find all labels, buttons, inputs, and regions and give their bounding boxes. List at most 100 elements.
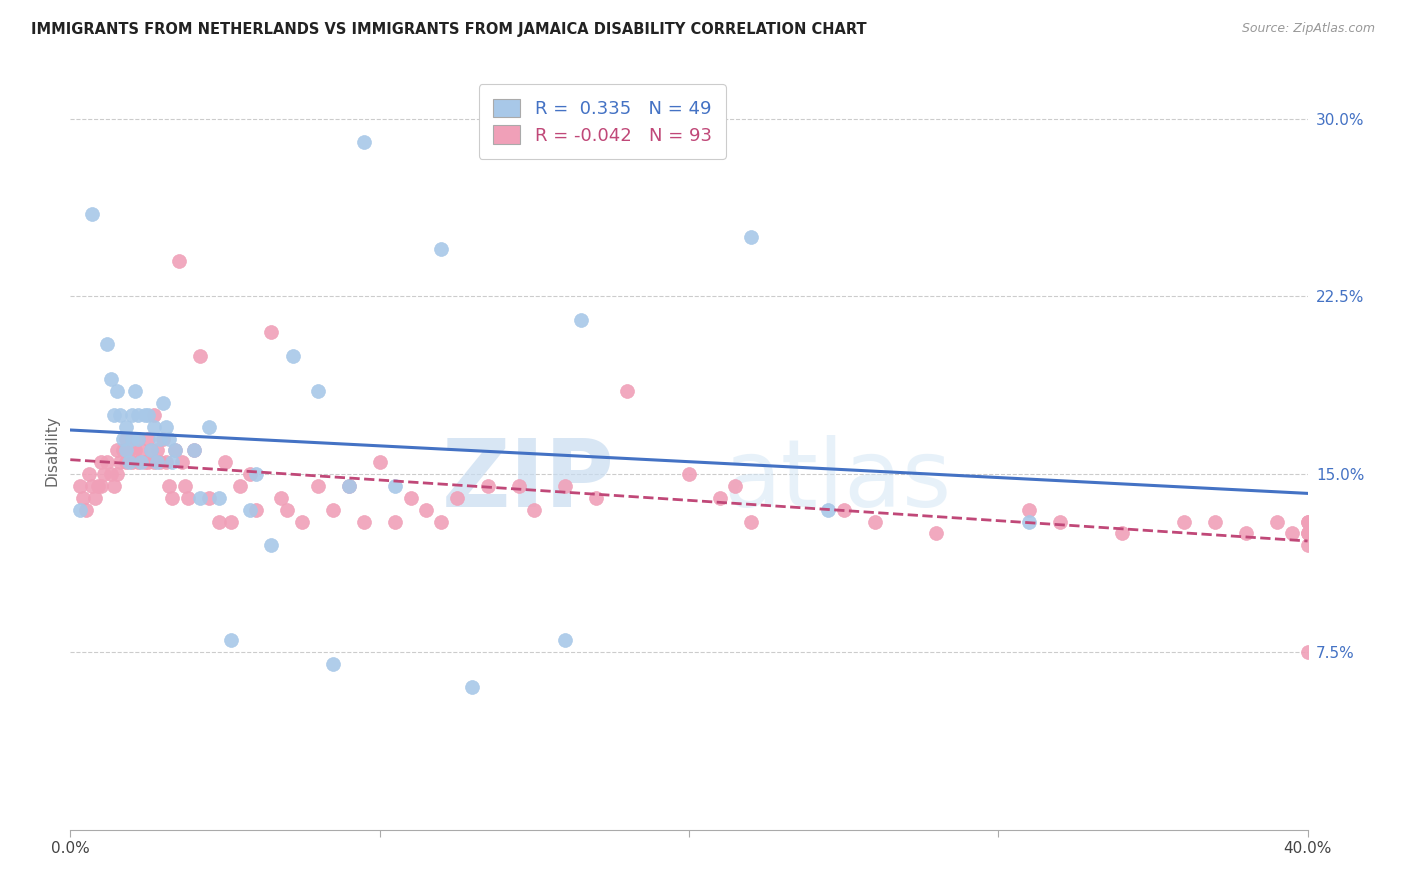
Point bbox=[115, 419, 138, 434]
Point bbox=[554, 633, 576, 648]
Point bbox=[103, 408, 125, 422]
Point bbox=[152, 432, 174, 446]
Point bbox=[80, 479, 103, 493]
Point bbox=[165, 443, 187, 458]
Point bbox=[198, 491, 221, 505]
Point bbox=[183, 443, 205, 458]
Point bbox=[131, 443, 153, 458]
Text: Source: ZipAtlas.com: Source: ZipAtlas.com bbox=[1241, 22, 1375, 36]
Point bbox=[523, 502, 546, 516]
Point bbox=[136, 432, 159, 446]
Point bbox=[121, 408, 143, 422]
Point bbox=[214, 455, 236, 469]
Point bbox=[322, 657, 344, 671]
Point bbox=[430, 242, 453, 256]
Point bbox=[554, 479, 576, 493]
Point bbox=[146, 443, 169, 458]
Text: ZIP: ZIP bbox=[441, 434, 614, 527]
Point bbox=[1018, 502, 1040, 516]
Point bbox=[105, 384, 128, 399]
Point bbox=[111, 443, 134, 458]
Point bbox=[121, 455, 143, 469]
Y-axis label: Disability: Disability bbox=[44, 415, 59, 486]
Point bbox=[167, 254, 190, 268]
Point bbox=[208, 491, 231, 505]
Point bbox=[96, 336, 118, 351]
Point bbox=[103, 479, 125, 493]
Point bbox=[384, 479, 406, 493]
Point bbox=[121, 432, 143, 446]
Point bbox=[118, 455, 141, 469]
Point bbox=[115, 432, 138, 446]
Point bbox=[1296, 526, 1319, 541]
Point bbox=[219, 633, 242, 648]
Point bbox=[415, 502, 437, 516]
Point bbox=[219, 515, 242, 529]
Point bbox=[136, 455, 159, 469]
Point bbox=[77, 467, 100, 482]
Point bbox=[183, 443, 205, 458]
Point bbox=[87, 479, 110, 493]
Point bbox=[84, 491, 107, 505]
Point bbox=[1234, 526, 1257, 541]
Point bbox=[131, 455, 153, 469]
Point bbox=[430, 515, 453, 529]
Point bbox=[149, 432, 172, 446]
Text: IMMIGRANTS FROM NETHERLANDS VS IMMIGRANTS FROM JAMAICA DISABILITY CORRELATION CH: IMMIGRANTS FROM NETHERLANDS VS IMMIGRANT… bbox=[31, 22, 866, 37]
Point bbox=[724, 479, 747, 493]
Point bbox=[139, 443, 162, 458]
Point bbox=[69, 479, 91, 493]
Point bbox=[149, 455, 172, 469]
Point bbox=[1111, 526, 1133, 541]
Point bbox=[118, 443, 141, 458]
Point bbox=[307, 479, 329, 493]
Point bbox=[1204, 515, 1226, 529]
Point bbox=[127, 408, 149, 422]
Point bbox=[208, 515, 231, 529]
Point bbox=[678, 467, 700, 482]
Point bbox=[832, 502, 855, 516]
Point bbox=[142, 419, 165, 434]
Point bbox=[139, 443, 162, 458]
Point bbox=[157, 432, 180, 446]
Point bbox=[1296, 526, 1319, 541]
Point bbox=[105, 443, 128, 458]
Point bbox=[446, 491, 468, 505]
Point bbox=[100, 372, 122, 386]
Point bbox=[925, 526, 948, 541]
Point bbox=[740, 230, 762, 244]
Point bbox=[90, 455, 112, 469]
Point bbox=[124, 384, 146, 399]
Point bbox=[399, 491, 422, 505]
Point bbox=[1018, 515, 1040, 529]
Point bbox=[188, 349, 211, 363]
Point bbox=[239, 467, 262, 482]
Point bbox=[72, 491, 94, 505]
Point bbox=[384, 515, 406, 529]
Point bbox=[134, 408, 156, 422]
Point bbox=[157, 479, 180, 493]
Point bbox=[127, 432, 149, 446]
Point bbox=[1296, 538, 1319, 552]
Point bbox=[170, 455, 193, 469]
Point bbox=[616, 384, 638, 399]
Point bbox=[152, 396, 174, 410]
Point bbox=[90, 479, 112, 493]
Point bbox=[1265, 515, 1288, 529]
Point bbox=[96, 455, 118, 469]
Point bbox=[80, 206, 103, 220]
Point bbox=[108, 455, 131, 469]
Point bbox=[1049, 515, 1071, 529]
Point bbox=[173, 479, 195, 493]
Point bbox=[1296, 645, 1319, 659]
Point bbox=[188, 491, 211, 505]
Point bbox=[569, 313, 592, 327]
Point bbox=[337, 479, 360, 493]
Point bbox=[270, 491, 292, 505]
Point bbox=[136, 408, 159, 422]
Point bbox=[260, 538, 283, 552]
Point bbox=[709, 491, 731, 505]
Point bbox=[307, 384, 329, 399]
Point bbox=[127, 455, 149, 469]
Point bbox=[740, 515, 762, 529]
